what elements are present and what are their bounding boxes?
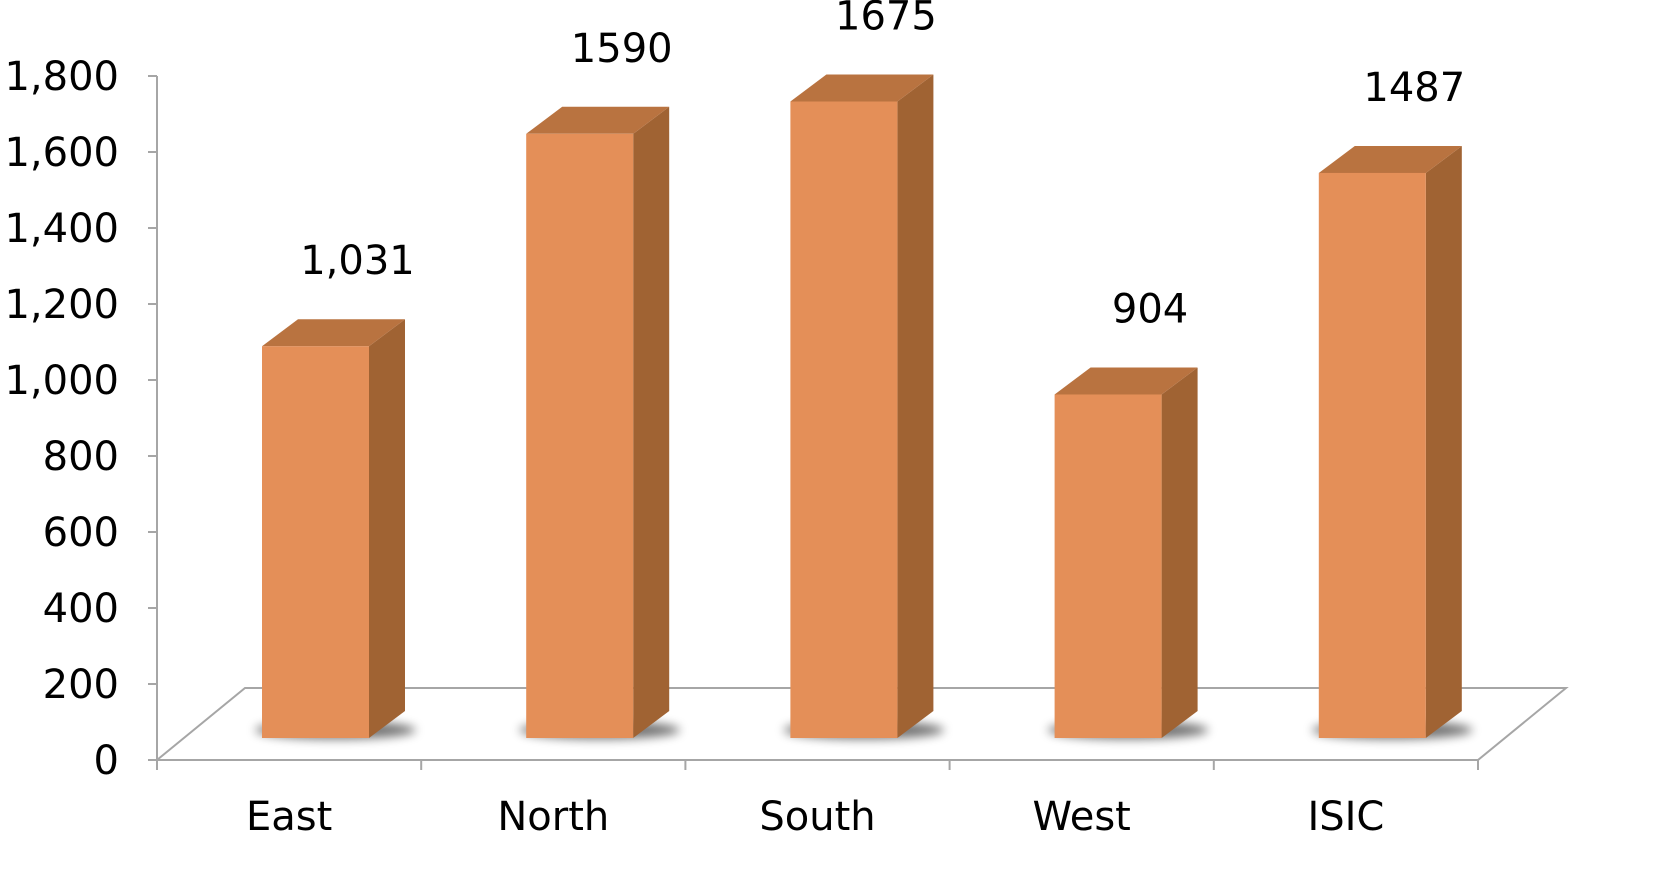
bar-north — [526, 106, 670, 739]
bar-side-face — [1425, 145, 1462, 738]
bar-front-face — [526, 133, 634, 739]
y-tick-label: 1,600 — [4, 130, 119, 176]
y-tick-label: 1,800 — [4, 54, 119, 100]
x-category-label: West — [1033, 794, 1131, 840]
data-label: 1590 — [571, 26, 673, 72]
y-tick-label: 200 — [43, 662, 119, 708]
data-labels: 1,031 1590 1675 904 1487 — [300, 0, 1465, 332]
data-label: 1,031 — [300, 238, 415, 284]
bar-front-face — [262, 346, 369, 738]
data-label: 904 — [1112, 286, 1188, 332]
bar-side-face — [1161, 367, 1198, 738]
bar-side-face — [897, 74, 934, 738]
bar-top-face — [1054, 367, 1198, 395]
y-tick-label: 1,000 — [4, 358, 119, 404]
bar-top-face — [526, 106, 670, 134]
bar-west — [1054, 367, 1198, 738]
y-axis: 0 200 400 600 800 1,000 1,200 1,400 1,600 1,800 — [4, 54, 158, 784]
chart-floor — [154, 687, 1569, 761]
y-tick-label: 0 — [94, 738, 119, 784]
x-category-label: South — [759, 794, 875, 840]
bar-front-face — [1318, 172, 1426, 738]
bar-east — [262, 319, 405, 738]
x-axis: East North South West ISIC — [156, 760, 1479, 840]
y-tick-label: 400 — [43, 586, 119, 632]
data-label: 1487 — [1363, 65, 1465, 111]
y-tick-label: 600 — [43, 510, 119, 556]
bar-isic — [1318, 145, 1462, 738]
bar-side-face — [633, 106, 670, 739]
x-category-label: ISIC — [1307, 794, 1384, 840]
x-category-label: East — [246, 794, 332, 840]
data-label: 1675 — [835, 0, 937, 40]
x-category-label: North — [497, 794, 609, 840]
y-tick-label: 800 — [43, 434, 119, 480]
bar-top-face — [1318, 145, 1462, 173]
bar-top-face — [262, 319, 405, 347]
floor-outline — [154, 687, 1569, 761]
y-tick-label: 1,400 — [4, 206, 119, 252]
bars — [262, 74, 1462, 739]
bar-south — [790, 74, 934, 738]
bar-front-face — [790, 101, 898, 738]
bar-side-face — [369, 319, 405, 738]
bar-front-face — [1054, 394, 1162, 738]
bar-top-face — [790, 74, 934, 102]
y-tick-label: 1,200 — [4, 282, 119, 328]
